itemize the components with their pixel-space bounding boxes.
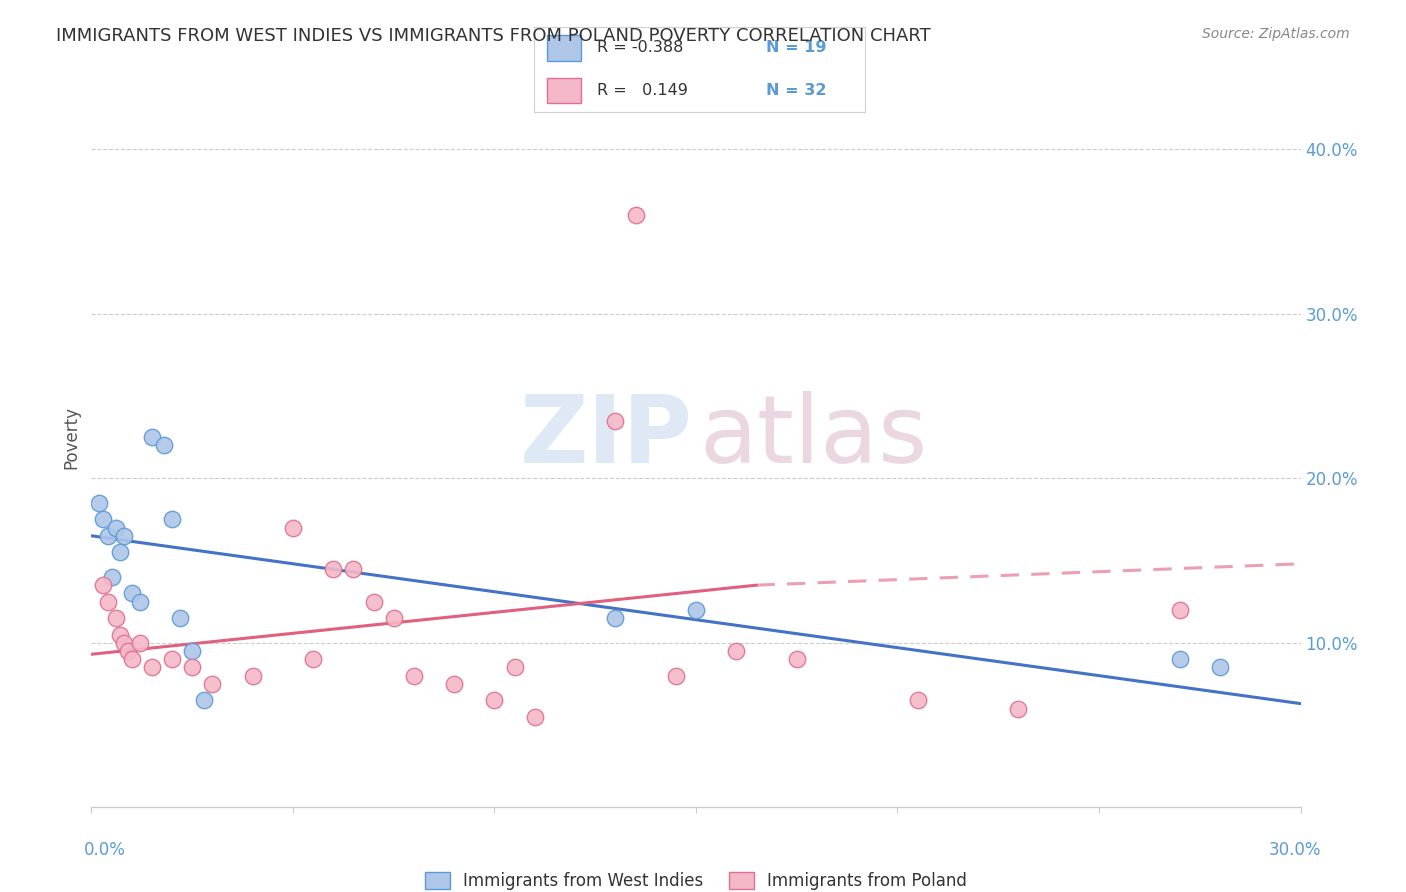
Point	[160, 652, 183, 666]
Y-axis label: Poverty: Poverty	[62, 406, 80, 468]
Point	[128, 594, 150, 608]
Text: R =   0.149: R = 0.149	[598, 83, 688, 98]
Point	[193, 693, 215, 707]
Text: 30.0%: 30.0%	[1270, 841, 1322, 859]
Point	[117, 644, 139, 658]
Point	[503, 660, 526, 674]
Text: atlas: atlas	[700, 391, 928, 483]
Point	[141, 660, 163, 674]
Point	[1007, 701, 1029, 715]
Point	[665, 668, 688, 682]
Point	[201, 677, 224, 691]
Point	[104, 520, 127, 534]
Point	[121, 652, 143, 666]
Point	[302, 652, 325, 666]
Point	[725, 644, 748, 658]
Text: 0.0%: 0.0%	[84, 841, 127, 859]
FancyBboxPatch shape	[547, 36, 581, 61]
Point	[96, 594, 118, 608]
Point	[181, 644, 204, 658]
Point	[121, 586, 143, 600]
Point	[342, 562, 364, 576]
Text: R = -0.388: R = -0.388	[598, 40, 683, 55]
Point	[907, 693, 929, 707]
Text: ZIP: ZIP	[519, 391, 692, 483]
Point	[93, 578, 115, 592]
Point	[181, 660, 204, 674]
Point	[523, 710, 546, 724]
Point	[1168, 603, 1191, 617]
Point	[382, 611, 405, 625]
Point	[160, 512, 183, 526]
Point	[153, 438, 176, 452]
Point	[605, 414, 627, 428]
Legend: Immigrants from West Indies, Immigrants from Poland: Immigrants from West Indies, Immigrants …	[416, 863, 976, 892]
Point	[141, 430, 163, 444]
Point	[108, 627, 131, 641]
Point	[605, 611, 627, 625]
Point	[96, 529, 118, 543]
Point	[624, 208, 647, 222]
FancyBboxPatch shape	[547, 78, 581, 103]
Point	[685, 603, 707, 617]
Text: N = 32: N = 32	[765, 83, 827, 98]
Point	[363, 594, 385, 608]
Point	[104, 611, 127, 625]
Point	[484, 693, 506, 707]
Point	[402, 668, 425, 682]
Point	[322, 562, 344, 576]
Text: Source: ZipAtlas.com: Source: ZipAtlas.com	[1202, 27, 1350, 41]
Point	[443, 677, 465, 691]
Point	[89, 496, 111, 510]
Point	[100, 570, 122, 584]
Point	[128, 636, 150, 650]
Point	[1209, 660, 1232, 674]
Point	[1168, 652, 1191, 666]
Point	[93, 512, 115, 526]
Point	[112, 636, 135, 650]
Text: IMMIGRANTS FROM WEST INDIES VS IMMIGRANTS FROM POLAND POVERTY CORRELATION CHART: IMMIGRANTS FROM WEST INDIES VS IMMIGRANT…	[56, 27, 931, 45]
Point	[169, 611, 191, 625]
Point	[242, 668, 264, 682]
Point	[786, 652, 808, 666]
Text: N = 19: N = 19	[765, 40, 827, 55]
Point	[281, 520, 304, 534]
Point	[108, 545, 131, 559]
Point	[112, 529, 135, 543]
